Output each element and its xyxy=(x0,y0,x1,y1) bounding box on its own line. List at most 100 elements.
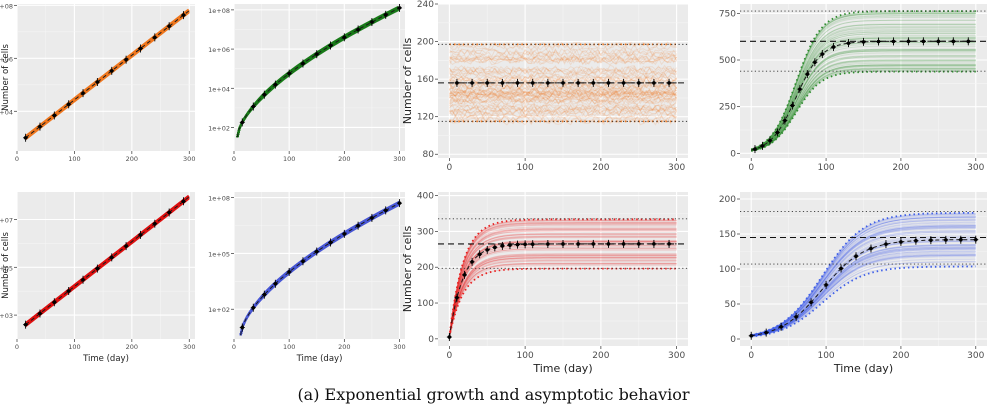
x-tick-label: 0 xyxy=(748,163,754,173)
simulation-trajectory xyxy=(751,19,976,150)
simulation-trajectory xyxy=(751,14,976,150)
simulation-trajectory xyxy=(448,236,677,338)
simulation-trajectory xyxy=(448,233,677,338)
simulation-trajectory xyxy=(239,200,401,336)
x-tick-label: 100 xyxy=(283,155,295,163)
simulation-trajectory xyxy=(751,64,976,152)
x-tick-label: 300 xyxy=(183,155,195,163)
data-point xyxy=(66,287,72,296)
simulation-trajectory xyxy=(751,67,976,152)
y-tick-label: 0 xyxy=(730,149,736,159)
simulation-trajectory xyxy=(751,24,976,151)
simulation-trajectory xyxy=(239,200,400,336)
chart-panel-2: 0 100 200 300 1e+02 1e+04 1e+06 1e+08 xyxy=(208,4,406,163)
simulation-trajectory xyxy=(24,196,190,327)
x-tick-label: 200 xyxy=(592,351,609,361)
simulation-trajectory xyxy=(24,196,190,326)
x-tick-label: 300 xyxy=(393,155,405,163)
simulation-trajectory xyxy=(448,256,677,338)
simulation-trajectory xyxy=(449,50,677,60)
simulation-trajectory xyxy=(751,50,976,151)
simulation-trajectory xyxy=(24,10,190,140)
simulation-trajectory xyxy=(751,64,976,152)
simulation-trajectory xyxy=(751,23,976,151)
simulation-trajectory xyxy=(448,220,677,338)
simulation-trajectory xyxy=(24,10,190,139)
simulation-trajectory xyxy=(24,196,190,326)
y-tick-label: 100 xyxy=(417,299,434,309)
simulation-trajectory xyxy=(751,13,976,150)
simulation-trajectory xyxy=(751,224,976,336)
data-point xyxy=(808,298,814,307)
data-point xyxy=(905,37,911,46)
simulation-trajectory xyxy=(448,222,677,338)
simulation-trajectory xyxy=(751,225,976,336)
simulation-trajectory xyxy=(24,197,190,327)
simulation-trajectory xyxy=(751,258,976,337)
simulation-trajectory xyxy=(449,86,678,96)
simulation-trajectory xyxy=(449,66,678,76)
data-point xyxy=(759,141,765,150)
simulation-trajectory xyxy=(239,201,401,336)
data-point xyxy=(166,208,172,217)
data-point xyxy=(80,89,86,98)
simulation-trajectory xyxy=(751,12,976,150)
simulation-trajectory xyxy=(751,231,976,336)
simulation-trajectory xyxy=(449,89,677,100)
simulation-trajectory xyxy=(449,90,678,100)
simulation-trajectory xyxy=(751,245,976,337)
simulation-trajectory xyxy=(751,261,976,337)
simulation-trajectory xyxy=(449,103,677,112)
data-point xyxy=(898,237,904,246)
data-point xyxy=(300,257,306,266)
simulation-trajectory xyxy=(448,222,677,338)
y-tick-label: 1e+04 xyxy=(0,108,13,116)
simulation-trajectory xyxy=(24,196,190,327)
simulation-trajectory xyxy=(751,36,976,151)
simulation-trajectory xyxy=(751,236,976,337)
simulation-trajectory xyxy=(448,56,677,66)
simulation-trajectory xyxy=(24,10,190,139)
simulation-trajectory xyxy=(24,11,190,140)
data-point xyxy=(152,219,158,228)
data-point xyxy=(943,235,949,244)
simulation-trajectory xyxy=(24,10,190,139)
simulation-trajectory xyxy=(24,196,190,326)
simulation-trajectory xyxy=(448,229,677,338)
simulation-trajectory xyxy=(24,10,190,139)
data-point xyxy=(920,37,926,46)
x-tick-label: 100 xyxy=(68,155,80,163)
data-point xyxy=(958,235,964,244)
data-point xyxy=(23,133,29,142)
data-point xyxy=(314,247,320,256)
simulation-trajectory xyxy=(24,10,190,140)
simulation-trajectory xyxy=(751,254,976,337)
simulation-trajectory xyxy=(751,35,976,151)
simulation-trajectory xyxy=(751,59,976,152)
data-point xyxy=(484,245,490,254)
data-point xyxy=(831,42,837,51)
simulation-trajectory xyxy=(751,225,976,336)
x-tick-label: 300 xyxy=(183,343,195,351)
simulation-trajectory xyxy=(751,65,976,152)
data-point xyxy=(492,243,498,252)
x-tick-label: 300 xyxy=(668,351,685,361)
simulation-trajectory xyxy=(751,56,976,152)
simulation-trajectory xyxy=(448,233,677,338)
simulation-trajectory xyxy=(448,249,677,338)
data-point xyxy=(369,213,375,222)
simulation-trajectory xyxy=(449,103,678,113)
simulation-trajectory xyxy=(449,47,677,57)
simulation-trajectory xyxy=(239,201,400,336)
simulation-trajectory xyxy=(448,71,678,81)
data-point xyxy=(797,85,803,94)
data-point xyxy=(838,264,844,273)
simulation-trajectory xyxy=(751,240,976,337)
simulation-trajectory xyxy=(448,257,677,338)
simulation-trajectory xyxy=(448,265,677,338)
simulation-trajectory xyxy=(751,219,976,336)
simulation-trajectory xyxy=(24,197,190,327)
simulation-trajectory xyxy=(751,68,976,152)
panel-background xyxy=(234,4,405,151)
simulation-trajectory xyxy=(751,11,976,150)
